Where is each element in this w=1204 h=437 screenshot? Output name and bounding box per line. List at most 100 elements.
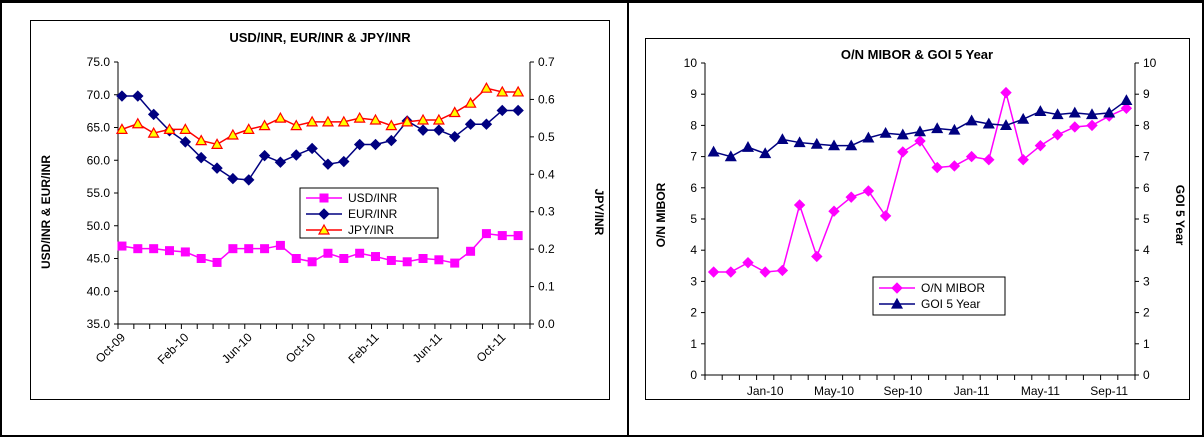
data-point [965,114,978,126]
data-point [1120,94,1133,106]
y-left-tick-label: 1 [690,337,697,351]
x-tick-label: May-11 [1021,384,1060,398]
data-point [793,199,806,211]
divider-left [0,0,2,437]
data-point [931,122,944,134]
y-left-tick-label: 3 [690,274,697,288]
data-point [147,126,160,138]
legend-label: O/N MIBOR [921,281,985,295]
data-point [307,257,317,267]
data-point [724,150,737,162]
mibor-goi-chart: O/N MIBOR & GOI 5 Year O/N MIBOR GOI 5 Y… [645,38,1190,400]
y-left-tick-label: 75.0 [87,55,111,69]
data-point [707,145,720,157]
data-point [369,113,382,125]
data-point [306,142,318,155]
y-right-tick-label: 9 [1143,87,1150,101]
data-point [355,248,365,258]
legend-label: EUR/INR [348,207,398,221]
data-point [163,123,176,134]
data-point [116,90,128,102]
data-point [450,258,460,268]
y-left-tick-label: 9 [690,87,697,101]
legend-label: JPY/INR [348,223,394,237]
data-point [1103,106,1116,118]
y-axis-right-label: JPY/INR [592,189,606,236]
data-point [323,248,333,258]
data-point [948,160,961,172]
data-point [464,118,477,130]
y-left-tick-label: 60.0 [87,153,111,167]
data-point [149,244,159,254]
data-point [811,250,823,263]
data-point [211,162,223,174]
data-point [1085,108,1099,120]
x-tick-label: May-10 [814,384,854,398]
data-point [227,172,239,185]
data-point [290,119,303,131]
data-point [496,104,508,117]
data-point [418,254,428,263]
x-tick-label: Jan-10 [747,384,784,398]
data-point [707,266,720,278]
y-right-tick-label: 1 [1143,337,1150,351]
data-point [480,118,493,130]
data-point [212,257,222,267]
data-point [115,123,128,134]
data-point [337,115,350,127]
y-left-tick-label: 4 [690,243,697,257]
data-point [1034,139,1047,152]
fx-rates-chart: USD/INR, EUR/INR & JPY/INR USD/INR & EUR… [30,20,610,400]
data-point [417,124,429,136]
y-left-tick-label: 6 [690,181,697,195]
y-right-tick-label: 8 [1143,118,1150,132]
y-left-tick-label: 45.0 [87,252,111,266]
y-left-tick-label: 0 [690,368,697,382]
data-point [291,254,301,263]
data-point [228,244,238,254]
divider-middle [627,0,629,437]
y-left-tick-label: 55.0 [87,186,111,200]
legend-marker [318,208,330,220]
data-point [1017,154,1029,166]
legend-marker [317,223,331,235]
data-point [999,119,1013,131]
y-left-tick-label: 5 [690,212,697,226]
data-point [776,264,789,277]
data-point [497,231,507,241]
data-point [196,254,206,263]
data-point [179,136,192,148]
y-right-tick-label: 0.3 [538,205,555,219]
data-point [117,241,127,251]
data-point [402,257,412,267]
y-left-tick-label: 2 [690,306,697,320]
y-right-tick-label: 0.6 [538,92,555,106]
data-point [512,85,525,97]
data-point [776,133,789,145]
data-point [306,115,319,127]
y-left-tick-label: 70.0 [87,88,111,102]
data-point [481,229,491,239]
data-point [275,240,285,250]
data-point [965,150,978,163]
data-point [1034,105,1047,116]
data-point [386,255,396,265]
data-point [1068,106,1081,118]
y-right-tick-label: 0.5 [538,130,555,144]
x-tick-label: Sep-11 [1090,384,1128,398]
data-point [322,158,334,170]
data-point [321,115,334,127]
data-point [1000,86,1012,99]
data-point [913,125,927,137]
data-point [742,256,754,269]
data-point [449,130,461,143]
data-point [810,137,823,149]
data-point [258,149,271,162]
y-right-tick-label: 2 [1143,306,1150,320]
y-left-tick-label: 40.0 [87,284,111,298]
y-left-tick-label: 65.0 [87,121,111,135]
data-point [464,96,477,108]
data-point [147,108,160,121]
data-point [353,138,366,151]
data-point [897,146,909,158]
